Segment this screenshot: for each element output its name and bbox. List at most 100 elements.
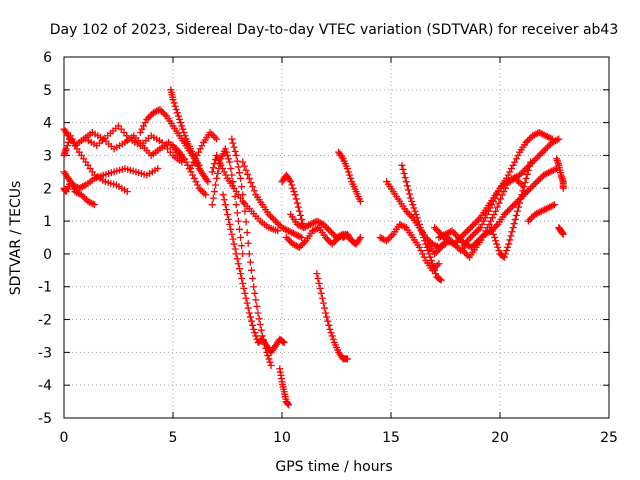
data-point [511, 215, 519, 223]
data-point [192, 178, 200, 186]
data-point [507, 232, 515, 240]
data-point [280, 339, 288, 347]
data-point [141, 119, 149, 127]
data-point [514, 151, 522, 159]
data-point [461, 248, 469, 256]
data-point [196, 145, 204, 153]
y-tick-label: 2 [43, 181, 52, 197]
data-point [321, 304, 329, 312]
data-point [442, 230, 449, 238]
series-t21 [339, 230, 364, 248]
data-point [244, 170, 252, 178]
data-point [280, 224, 288, 232]
data-point [518, 191, 526, 199]
data-point [433, 261, 441, 269]
data-point [404, 186, 412, 194]
data-point [136, 128, 144, 136]
data-point [524, 217, 532, 225]
data-point [291, 230, 299, 238]
data-point [491, 234, 499, 241]
data-point [173, 109, 181, 117]
data-point [458, 237, 466, 245]
series-t2 [60, 132, 131, 196]
data-point [228, 171, 236, 179]
data-point [297, 211, 305, 219]
data-point [438, 232, 446, 240]
data-point [540, 131, 548, 139]
data-point [537, 129, 545, 137]
data-point [497, 195, 505, 203]
data-point [154, 165, 162, 173]
data-point [300, 238, 308, 246]
series-t10 [208, 151, 282, 235]
data-point [480, 217, 488, 225]
data-point [547, 202, 555, 210]
data-point [551, 201, 558, 209]
series-t9 [186, 128, 221, 173]
data-point [75, 184, 83, 192]
data-point [267, 361, 275, 369]
data-point [419, 250, 427, 258]
data-point [274, 227, 282, 235]
data-point [409, 201, 417, 209]
data-point [256, 320, 264, 328]
data-point [482, 227, 490, 235]
data-point [398, 161, 406, 169]
data-point [154, 106, 162, 114]
data-point [322, 234, 330, 241]
data-point [290, 188, 298, 196]
data-point [262, 344, 270, 352]
data-point [412, 211, 420, 219]
data-point [221, 145, 229, 153]
data-point [525, 186, 533, 194]
data-point [461, 240, 469, 248]
data-point [300, 224, 308, 232]
data-point [539, 130, 547, 138]
data-point [542, 145, 550, 153]
data-point [445, 238, 453, 246]
data-point [247, 317, 255, 325]
data-point [508, 228, 516, 236]
axis-ticks: 0 5 10 15 20 25 -5 -4 -3 -2 -1 0 1 2 3 4 5 6 [38, 50, 618, 446]
data-point [475, 225, 483, 233]
data-point [237, 234, 245, 241]
data-point [189, 171, 197, 179]
data-point [194, 181, 202, 189]
data-point [346, 171, 354, 179]
data-point [69, 181, 77, 189]
data-point [270, 215, 278, 223]
data-point [244, 304, 252, 312]
data-point [546, 203, 554, 211]
data-point [169, 96, 177, 104]
data-point [460, 230, 468, 238]
data-point [530, 181, 538, 189]
data-point [237, 174, 245, 182]
y-axis-label: SDTVAR / TECUs [8, 181, 24, 296]
data-point [230, 143, 238, 151]
chart-title: Day 102 of 2023, Sidereal Day-to-day VTE… [50, 22, 619, 38]
data-point [291, 241, 299, 249]
data-point [495, 199, 503, 207]
data-point [408, 197, 416, 205]
data-point [250, 187, 258, 195]
data-point [239, 191, 247, 199]
x-tick-label: 20 [491, 430, 509, 446]
data-point [505, 240, 513, 248]
data-point [240, 199, 248, 207]
data-point [325, 237, 333, 245]
data-point [471, 219, 479, 227]
data-point [533, 178, 541, 186]
data-point [347, 174, 355, 182]
data-point [220, 196, 228, 204]
data-point [303, 222, 311, 230]
y-tick-label: 6 [43, 50, 52, 66]
data-point [234, 260, 242, 268]
data-point [338, 153, 346, 161]
data-point [301, 223, 309, 231]
data-point [294, 203, 302, 211]
data-point [77, 183, 85, 191]
data-point [146, 112, 154, 120]
data-point [498, 191, 506, 199]
data-point [455, 245, 463, 253]
